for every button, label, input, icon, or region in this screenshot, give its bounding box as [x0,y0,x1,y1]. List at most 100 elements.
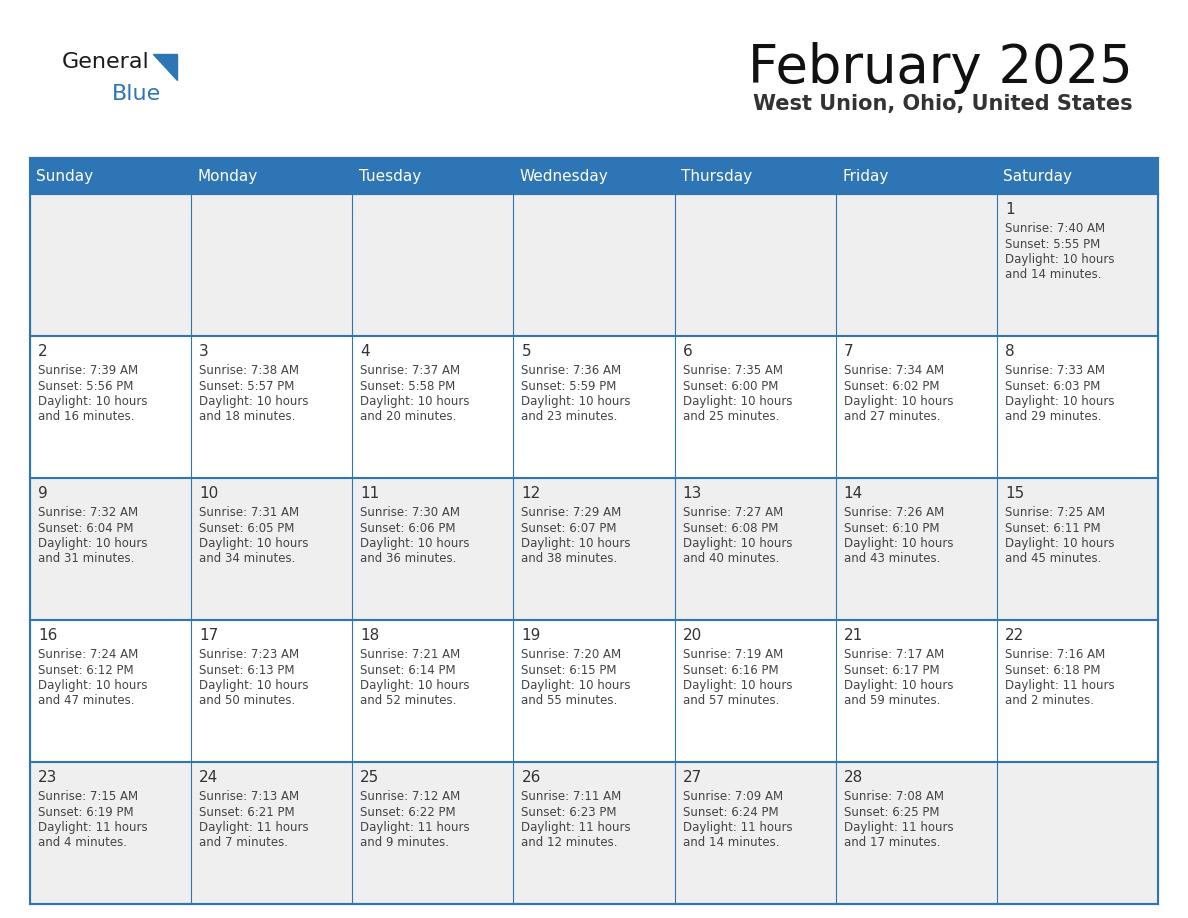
Text: and 20 minutes.: and 20 minutes. [360,410,456,423]
Text: Daylight: 10 hours: Daylight: 10 hours [843,537,953,550]
Bar [513,336,675,478]
Text: Sunrise: 7:27 AM: Sunrise: 7:27 AM [683,506,783,519]
Text: and 36 minutes.: and 36 minutes. [360,553,456,565]
Text: and 34 minutes.: and 34 minutes. [200,553,296,565]
Text: Sunset: 6:10 PM: Sunset: 6:10 PM [843,521,940,534]
Text: Sunset: 6:17 PM: Sunset: 6:17 PM [843,664,940,677]
Text: February 2025: February 2025 [748,42,1133,94]
Bar [30,158,1158,904]
Text: 26: 26 [522,770,541,785]
Text: and 29 minutes.: and 29 minutes. [1005,410,1101,423]
Text: Daylight: 10 hours: Daylight: 10 hours [522,537,631,550]
Text: Friday: Friday [842,169,889,184]
Text: Sunset: 6:18 PM: Sunset: 6:18 PM [1005,664,1100,677]
Text: Daylight: 10 hours: Daylight: 10 hours [200,395,309,408]
Text: Sunset: 6:11 PM: Sunset: 6:11 PM [1005,521,1100,534]
Text: Monday: Monday [197,169,258,184]
Text: Sunrise: 7:15 AM: Sunrise: 7:15 AM [38,790,138,803]
Text: and 40 minutes.: and 40 minutes. [683,553,779,565]
Text: 18: 18 [360,628,380,643]
Bar [30,620,191,762]
Text: and 45 minutes.: and 45 minutes. [1005,553,1101,565]
Bar [513,762,675,904]
Text: 15: 15 [1005,486,1024,501]
Text: and 9 minutes.: and 9 minutes. [360,836,449,849]
Text: Daylight: 10 hours: Daylight: 10 hours [843,679,953,692]
Bar [835,478,997,620]
Text: Sunrise: 7:38 AM: Sunrise: 7:38 AM [200,364,299,377]
Text: Daylight: 10 hours: Daylight: 10 hours [1005,395,1114,408]
Text: Sunset: 6:07 PM: Sunset: 6:07 PM [522,521,617,534]
Text: 6: 6 [683,344,693,359]
Bar [191,336,353,478]
Text: Daylight: 10 hours: Daylight: 10 hours [522,679,631,692]
Text: Daylight: 10 hours: Daylight: 10 hours [843,395,953,408]
Text: 3: 3 [200,344,209,359]
Text: Sunrise: 7:23 AM: Sunrise: 7:23 AM [200,648,299,661]
Text: and 17 minutes.: and 17 minutes. [843,836,940,849]
Text: Sunrise: 7:30 AM: Sunrise: 7:30 AM [360,506,460,519]
Bar [835,336,997,478]
Text: Sunrise: 7:32 AM: Sunrise: 7:32 AM [38,506,138,519]
Text: Sunset: 6:12 PM: Sunset: 6:12 PM [38,664,134,677]
Text: General: General [62,52,150,72]
Bar [191,762,353,904]
Text: Daylight: 10 hours: Daylight: 10 hours [360,395,469,408]
Bar [353,336,513,478]
Text: Sunset: 6:03 PM: Sunset: 6:03 PM [1005,379,1100,393]
Text: Sunset: 6:23 PM: Sunset: 6:23 PM [522,805,617,819]
Text: Sunrise: 7:24 AM: Sunrise: 7:24 AM [38,648,138,661]
Text: and 43 minutes.: and 43 minutes. [843,553,940,565]
Text: Sunset: 6:00 PM: Sunset: 6:00 PM [683,379,778,393]
Text: Daylight: 11 hours: Daylight: 11 hours [38,821,147,834]
Text: 14: 14 [843,486,862,501]
Text: Sunset: 6:16 PM: Sunset: 6:16 PM [683,664,778,677]
Text: Daylight: 11 hours: Daylight: 11 hours [683,821,792,834]
Text: Sunrise: 7:25 AM: Sunrise: 7:25 AM [1005,506,1105,519]
Text: 9: 9 [38,486,48,501]
Bar [513,194,675,336]
Text: Daylight: 11 hours: Daylight: 11 hours [843,821,954,834]
Text: Sunset: 5:56 PM: Sunset: 5:56 PM [38,379,133,393]
Text: and 23 minutes.: and 23 minutes. [522,410,618,423]
Text: Sunrise: 7:13 AM: Sunrise: 7:13 AM [200,790,299,803]
Text: Daylight: 10 hours: Daylight: 10 hours [1005,253,1114,266]
Text: Daylight: 10 hours: Daylight: 10 hours [360,679,469,692]
Text: Daylight: 11 hours: Daylight: 11 hours [522,821,631,834]
Text: 23: 23 [38,770,57,785]
Text: West Union, Ohio, United States: West Union, Ohio, United States [753,94,1133,114]
Text: Sunrise: 7:20 AM: Sunrise: 7:20 AM [522,648,621,661]
Text: 17: 17 [200,628,219,643]
Bar [835,194,997,336]
Text: Sunset: 6:14 PM: Sunset: 6:14 PM [360,664,456,677]
Text: 8: 8 [1005,344,1015,359]
Bar [353,620,513,762]
Text: Daylight: 10 hours: Daylight: 10 hours [1005,537,1114,550]
Text: 16: 16 [38,628,57,643]
Text: and 12 minutes.: and 12 minutes. [522,836,618,849]
Bar [191,194,353,336]
Text: Sunset: 5:55 PM: Sunset: 5:55 PM [1005,238,1100,251]
Text: and 52 minutes.: and 52 minutes. [360,695,456,708]
Text: and 14 minutes.: and 14 minutes. [683,836,779,849]
Text: Blue: Blue [112,84,162,104]
Text: 28: 28 [843,770,862,785]
Text: 19: 19 [522,628,541,643]
Text: Sunset: 6:21 PM: Sunset: 6:21 PM [200,805,295,819]
Text: and 14 minutes.: and 14 minutes. [1005,268,1101,282]
Text: Sunrise: 7:36 AM: Sunrise: 7:36 AM [522,364,621,377]
Text: and 18 minutes.: and 18 minutes. [200,410,296,423]
Text: 13: 13 [683,486,702,501]
Bar [835,762,997,904]
Text: Thursday: Thursday [681,169,752,184]
Bar [675,336,835,478]
Text: Sunset: 6:05 PM: Sunset: 6:05 PM [200,521,295,534]
Text: Daylight: 10 hours: Daylight: 10 hours [522,395,631,408]
Bar [30,194,191,336]
Text: Sunday: Sunday [37,169,94,184]
Text: Sunset: 6:02 PM: Sunset: 6:02 PM [843,379,940,393]
Bar [997,194,1158,336]
Text: Daylight: 10 hours: Daylight: 10 hours [683,679,792,692]
Text: 10: 10 [200,486,219,501]
Bar [513,620,675,762]
